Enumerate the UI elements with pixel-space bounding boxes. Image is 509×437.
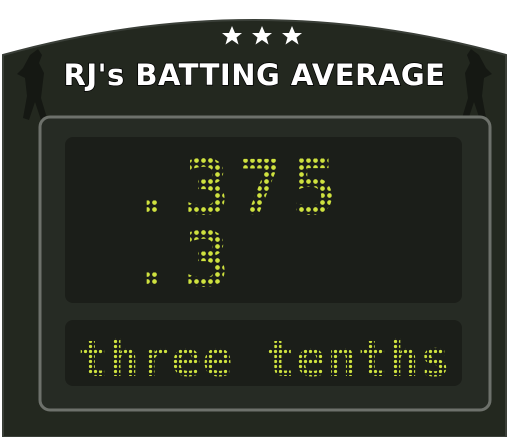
board-title: RJ's BATTING AVERAGE xyxy=(0,58,509,92)
rounded-display: .3 xyxy=(130,222,238,298)
scoreboard: RJ's BATTING AVERAGE .375 .3 three tenth… xyxy=(0,0,509,437)
words-text: three tenths xyxy=(78,334,451,384)
